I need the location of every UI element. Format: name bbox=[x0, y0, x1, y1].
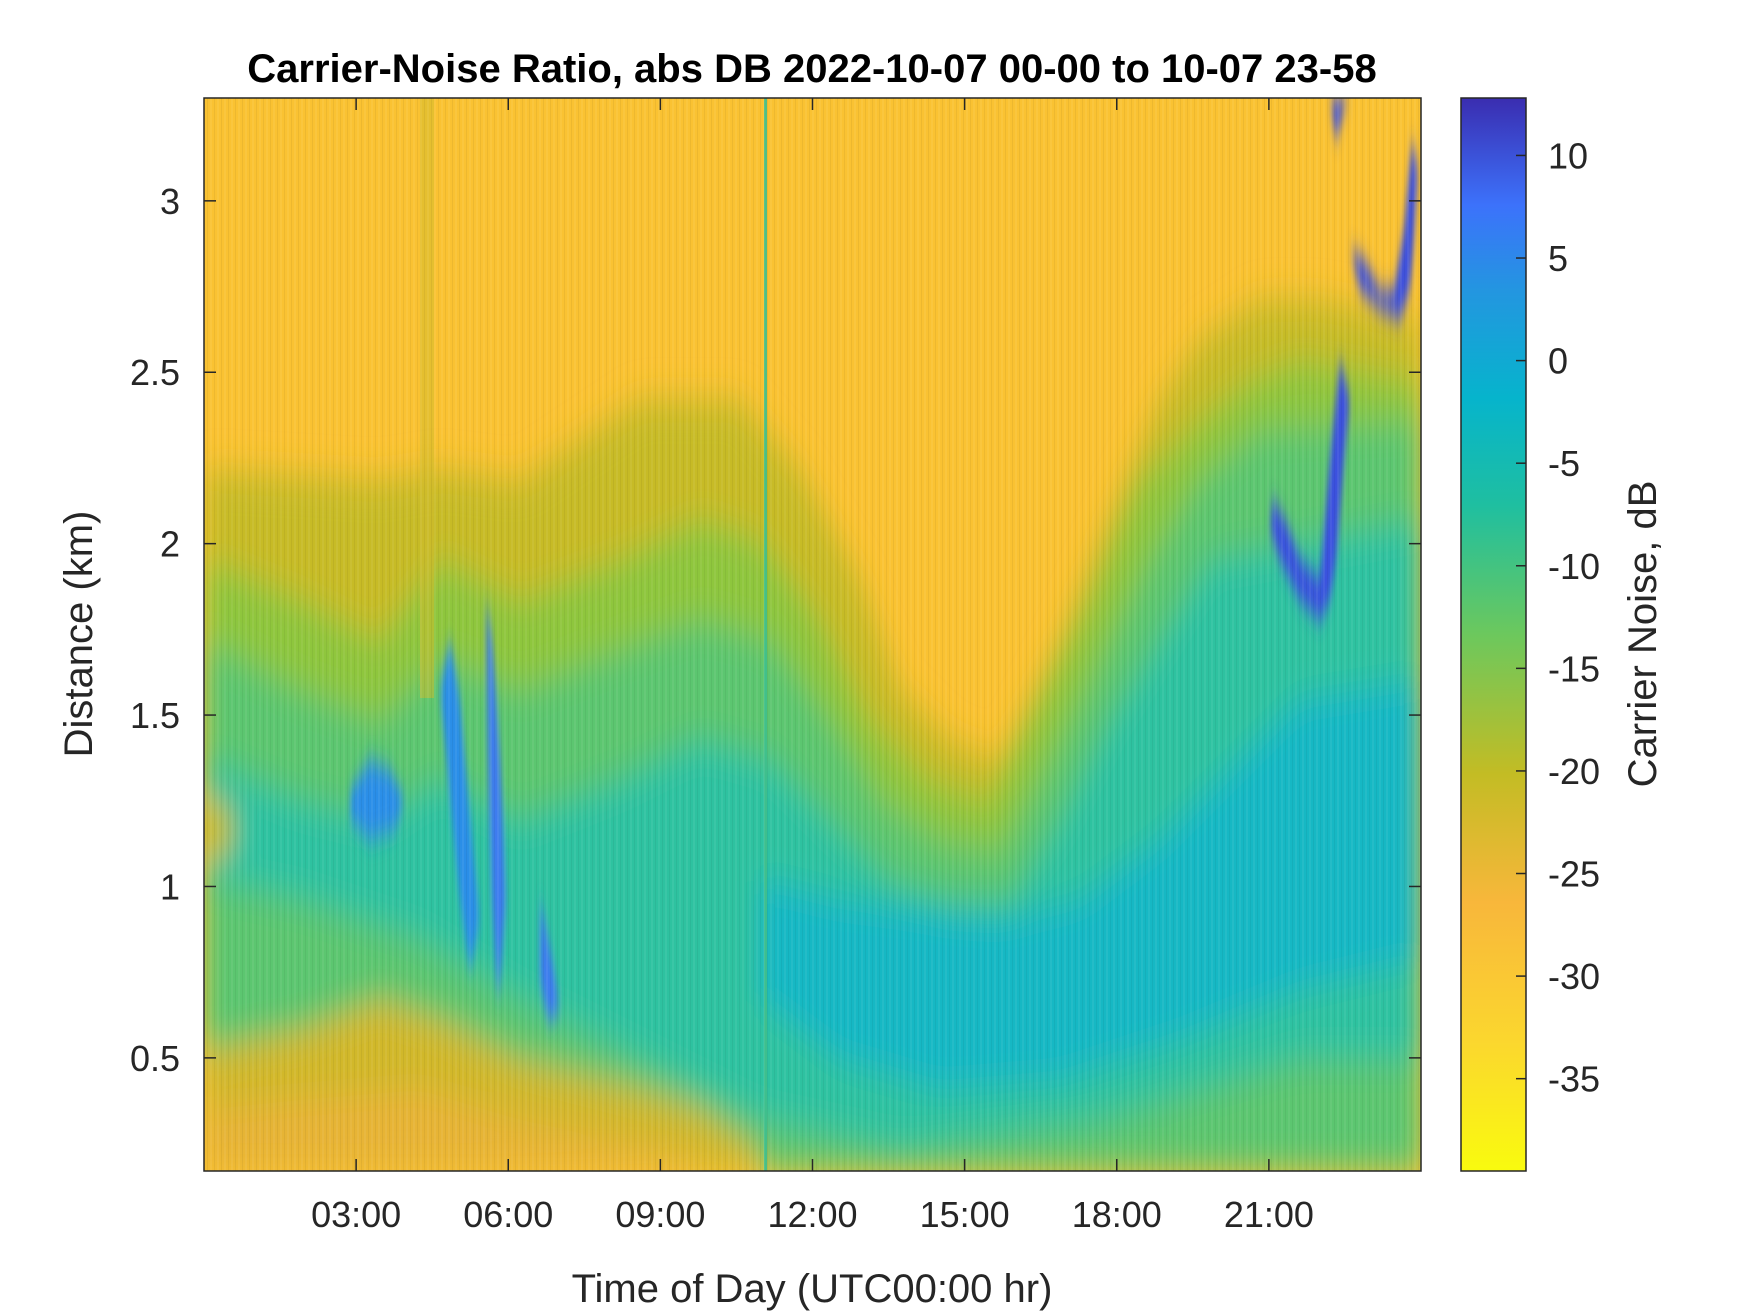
colorbar bbox=[1461, 98, 1526, 1171]
x-tick-label: 03:00 bbox=[311, 1194, 401, 1235]
y-tick-label: 2.5 bbox=[130, 352, 180, 393]
y-tick-label: 2 bbox=[160, 524, 180, 565]
colorbar-frame bbox=[1460, 97, 1527, 1172]
x-axis-ticks: 03:00 06:00 09:00 12:00 15:00 18:00 21:00 bbox=[311, 98, 1314, 1235]
colorbar-tick-label: 0 bbox=[1548, 341, 1568, 382]
x-axis-label: Time of Day (UTC00:00 hr) bbox=[572, 1267, 1053, 1311]
heatmap bbox=[204, 98, 1421, 1171]
x-tick-label: 15:00 bbox=[920, 1194, 1010, 1235]
colorbar-ticks: 10 5 0 -5 -10 -15 -20 -25 -30 -35 bbox=[1516, 135, 1600, 1100]
colorbar-label: Carrier Noise, dB bbox=[1621, 481, 1665, 788]
colorbar-tick-label: -10 bbox=[1548, 546, 1600, 587]
y-tick-label: 1 bbox=[160, 866, 180, 907]
colorbar-tick-label: 5 bbox=[1548, 238, 1568, 279]
chart-title: Carrier-Noise Ratio, abs DB 2022-10-07 0… bbox=[247, 47, 1376, 91]
colorbar-tick-label: 10 bbox=[1548, 135, 1588, 176]
x-tick-label: 18:00 bbox=[1072, 1194, 1162, 1235]
colorbar-tick-label: -30 bbox=[1548, 956, 1600, 997]
y-tick-label: 0.5 bbox=[130, 1038, 180, 1079]
x-tick-label: 09:00 bbox=[615, 1194, 705, 1235]
x-tick-label: 12:00 bbox=[767, 1194, 857, 1235]
colorbar-tick-label: -25 bbox=[1548, 854, 1600, 895]
colorbar-tick-label: -5 bbox=[1548, 443, 1580, 484]
y-axis-ticks: 0.5 1 1.5 2 2.5 3 bbox=[130, 181, 1421, 1079]
y-tick-label: 1.5 bbox=[130, 695, 180, 736]
colorbar-tick-label: -15 bbox=[1548, 648, 1600, 689]
colorbar-tick-label: -35 bbox=[1548, 1059, 1600, 1100]
y-tick-label: 3 bbox=[160, 181, 180, 222]
colorbar-tick-label: -20 bbox=[1548, 751, 1600, 792]
x-tick-label: 06:00 bbox=[463, 1194, 553, 1235]
y-axis-label: Distance (km) bbox=[57, 511, 101, 758]
x-tick-label: 21:00 bbox=[1224, 1194, 1314, 1235]
